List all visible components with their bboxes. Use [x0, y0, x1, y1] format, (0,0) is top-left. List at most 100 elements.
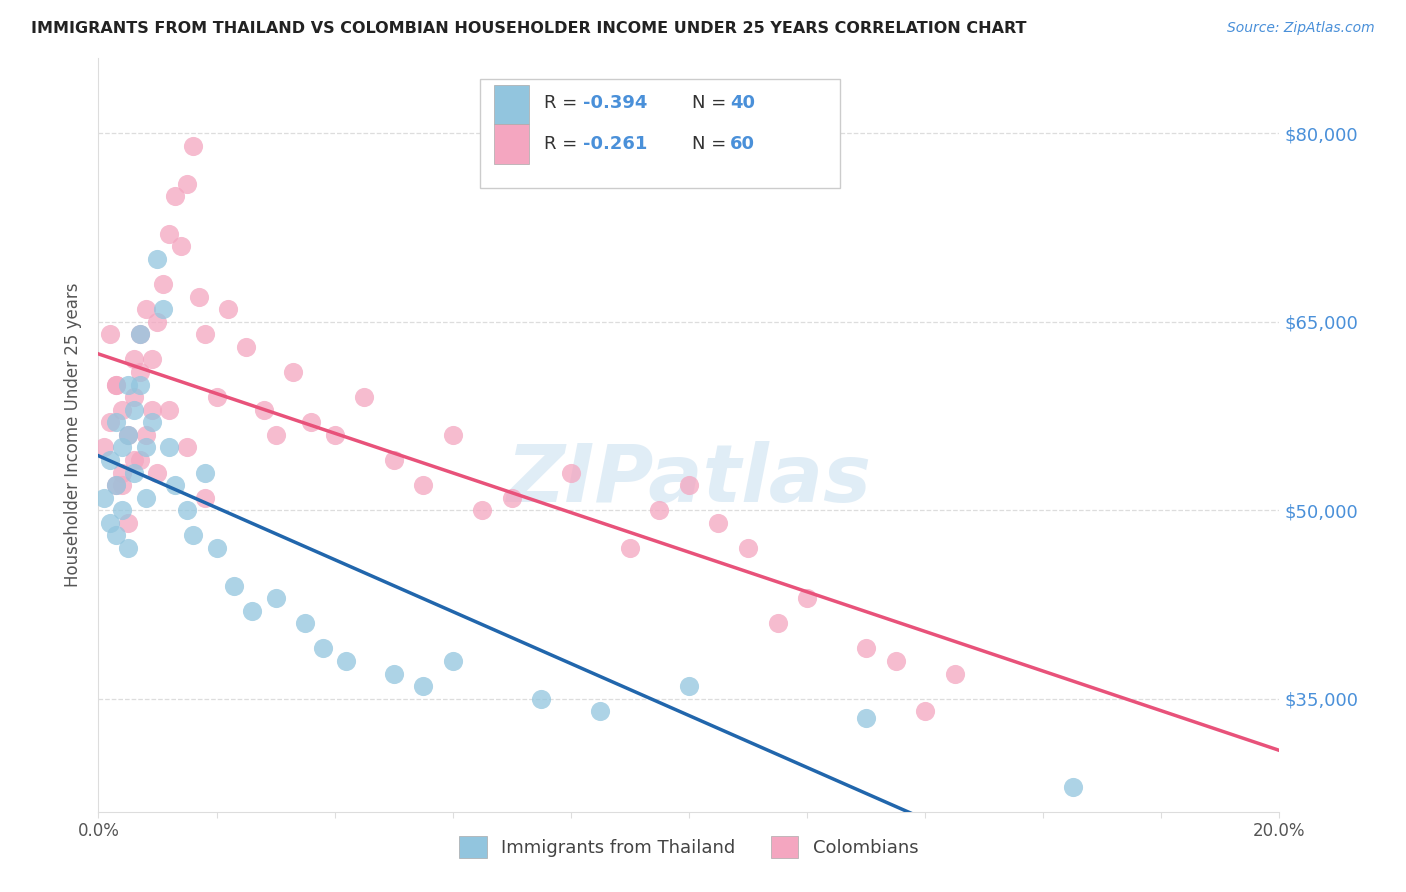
- Point: [98, 415, 121, 429]
- Point: [224, 579, 246, 593]
- Point: [111, 466, 134, 480]
- Point: [122, 390, 145, 404]
- Point: [240, 604, 263, 618]
- Point: [122, 453, 145, 467]
- Point: [146, 252, 169, 266]
- Point: [135, 302, 157, 317]
- Point: [264, 591, 287, 606]
- Point: [117, 516, 139, 530]
- Point: [205, 541, 228, 555]
- Point: [678, 478, 700, 492]
- Point: [619, 541, 641, 555]
- Point: [135, 427, 157, 442]
- Point: [855, 641, 877, 656]
- Point: [117, 427, 139, 442]
- Text: R =: R =: [544, 135, 582, 153]
- Y-axis label: Householder Income Under 25 years: Householder Income Under 25 years: [65, 283, 83, 587]
- Point: [194, 327, 217, 342]
- Point: [194, 466, 217, 480]
- Point: [111, 441, 134, 455]
- Point: [412, 478, 434, 492]
- Point: [117, 541, 139, 555]
- Point: [105, 377, 128, 392]
- Point: [766, 616, 789, 631]
- Point: [122, 466, 145, 480]
- Point: [98, 453, 121, 467]
- Point: [264, 427, 287, 442]
- Point: [135, 491, 157, 505]
- Point: [176, 441, 198, 455]
- Text: Source: ZipAtlas.com: Source: ZipAtlas.com: [1227, 21, 1375, 35]
- Point: [141, 402, 163, 417]
- Point: [283, 365, 305, 379]
- Point: [128, 327, 150, 342]
- Point: [855, 710, 877, 724]
- Point: [382, 453, 405, 467]
- Point: [884, 654, 907, 668]
- Point: [294, 616, 316, 631]
- Point: [135, 441, 157, 455]
- Point: [914, 704, 936, 718]
- Point: [128, 377, 150, 392]
- FancyBboxPatch shape: [494, 124, 530, 163]
- Point: [737, 541, 759, 555]
- Text: N =: N =: [693, 95, 733, 112]
- Point: [170, 239, 193, 253]
- Text: ZIPatlas: ZIPatlas: [506, 441, 872, 519]
- Point: [111, 503, 134, 517]
- Point: [111, 478, 134, 492]
- Text: R =: R =: [544, 95, 582, 112]
- Point: [105, 528, 128, 542]
- Text: N =: N =: [693, 135, 733, 153]
- Point: [105, 478, 128, 492]
- Point: [117, 427, 139, 442]
- Point: [217, 302, 239, 317]
- Point: [253, 402, 276, 417]
- Point: [122, 402, 145, 417]
- Point: [412, 679, 434, 693]
- Point: [678, 679, 700, 693]
- Point: [943, 666, 966, 681]
- Point: [176, 177, 198, 191]
- Point: [382, 666, 405, 681]
- Point: [117, 377, 139, 392]
- Point: [128, 327, 150, 342]
- Point: [165, 189, 187, 203]
- Point: [141, 415, 163, 429]
- Point: [589, 704, 612, 718]
- Point: [335, 654, 357, 668]
- Point: [176, 503, 198, 517]
- Point: [501, 491, 523, 505]
- Point: [105, 377, 128, 392]
- Point: [165, 478, 187, 492]
- Point: [707, 516, 730, 530]
- Point: [471, 503, 494, 517]
- Legend: Immigrants from Thailand, Colombians: Immigrants from Thailand, Colombians: [450, 827, 928, 867]
- Point: [98, 516, 121, 530]
- Point: [648, 503, 671, 517]
- Point: [105, 415, 128, 429]
- Point: [122, 352, 145, 367]
- FancyBboxPatch shape: [494, 85, 530, 124]
- Point: [141, 352, 163, 367]
- Point: [146, 466, 169, 480]
- Point: [181, 528, 204, 542]
- Point: [105, 478, 128, 492]
- Text: 40: 40: [730, 95, 755, 112]
- Point: [299, 415, 322, 429]
- Point: [157, 402, 180, 417]
- Point: [157, 441, 180, 455]
- Text: 60: 60: [730, 135, 755, 153]
- Point: [152, 277, 174, 291]
- Text: -0.261: -0.261: [582, 135, 647, 153]
- Point: [128, 365, 150, 379]
- Point: [560, 466, 582, 480]
- Text: IMMIGRANTS FROM THAILAND VS COLOMBIAN HOUSEHOLDER INCOME UNDER 25 YEARS CORRELAT: IMMIGRANTS FROM THAILAND VS COLOMBIAN HO…: [31, 21, 1026, 36]
- Point: [111, 402, 134, 417]
- Point: [181, 139, 204, 153]
- Point: [194, 491, 217, 505]
- Point: [93, 491, 115, 505]
- Text: -0.394: -0.394: [582, 95, 647, 112]
- Point: [146, 315, 169, 329]
- Point: [530, 691, 553, 706]
